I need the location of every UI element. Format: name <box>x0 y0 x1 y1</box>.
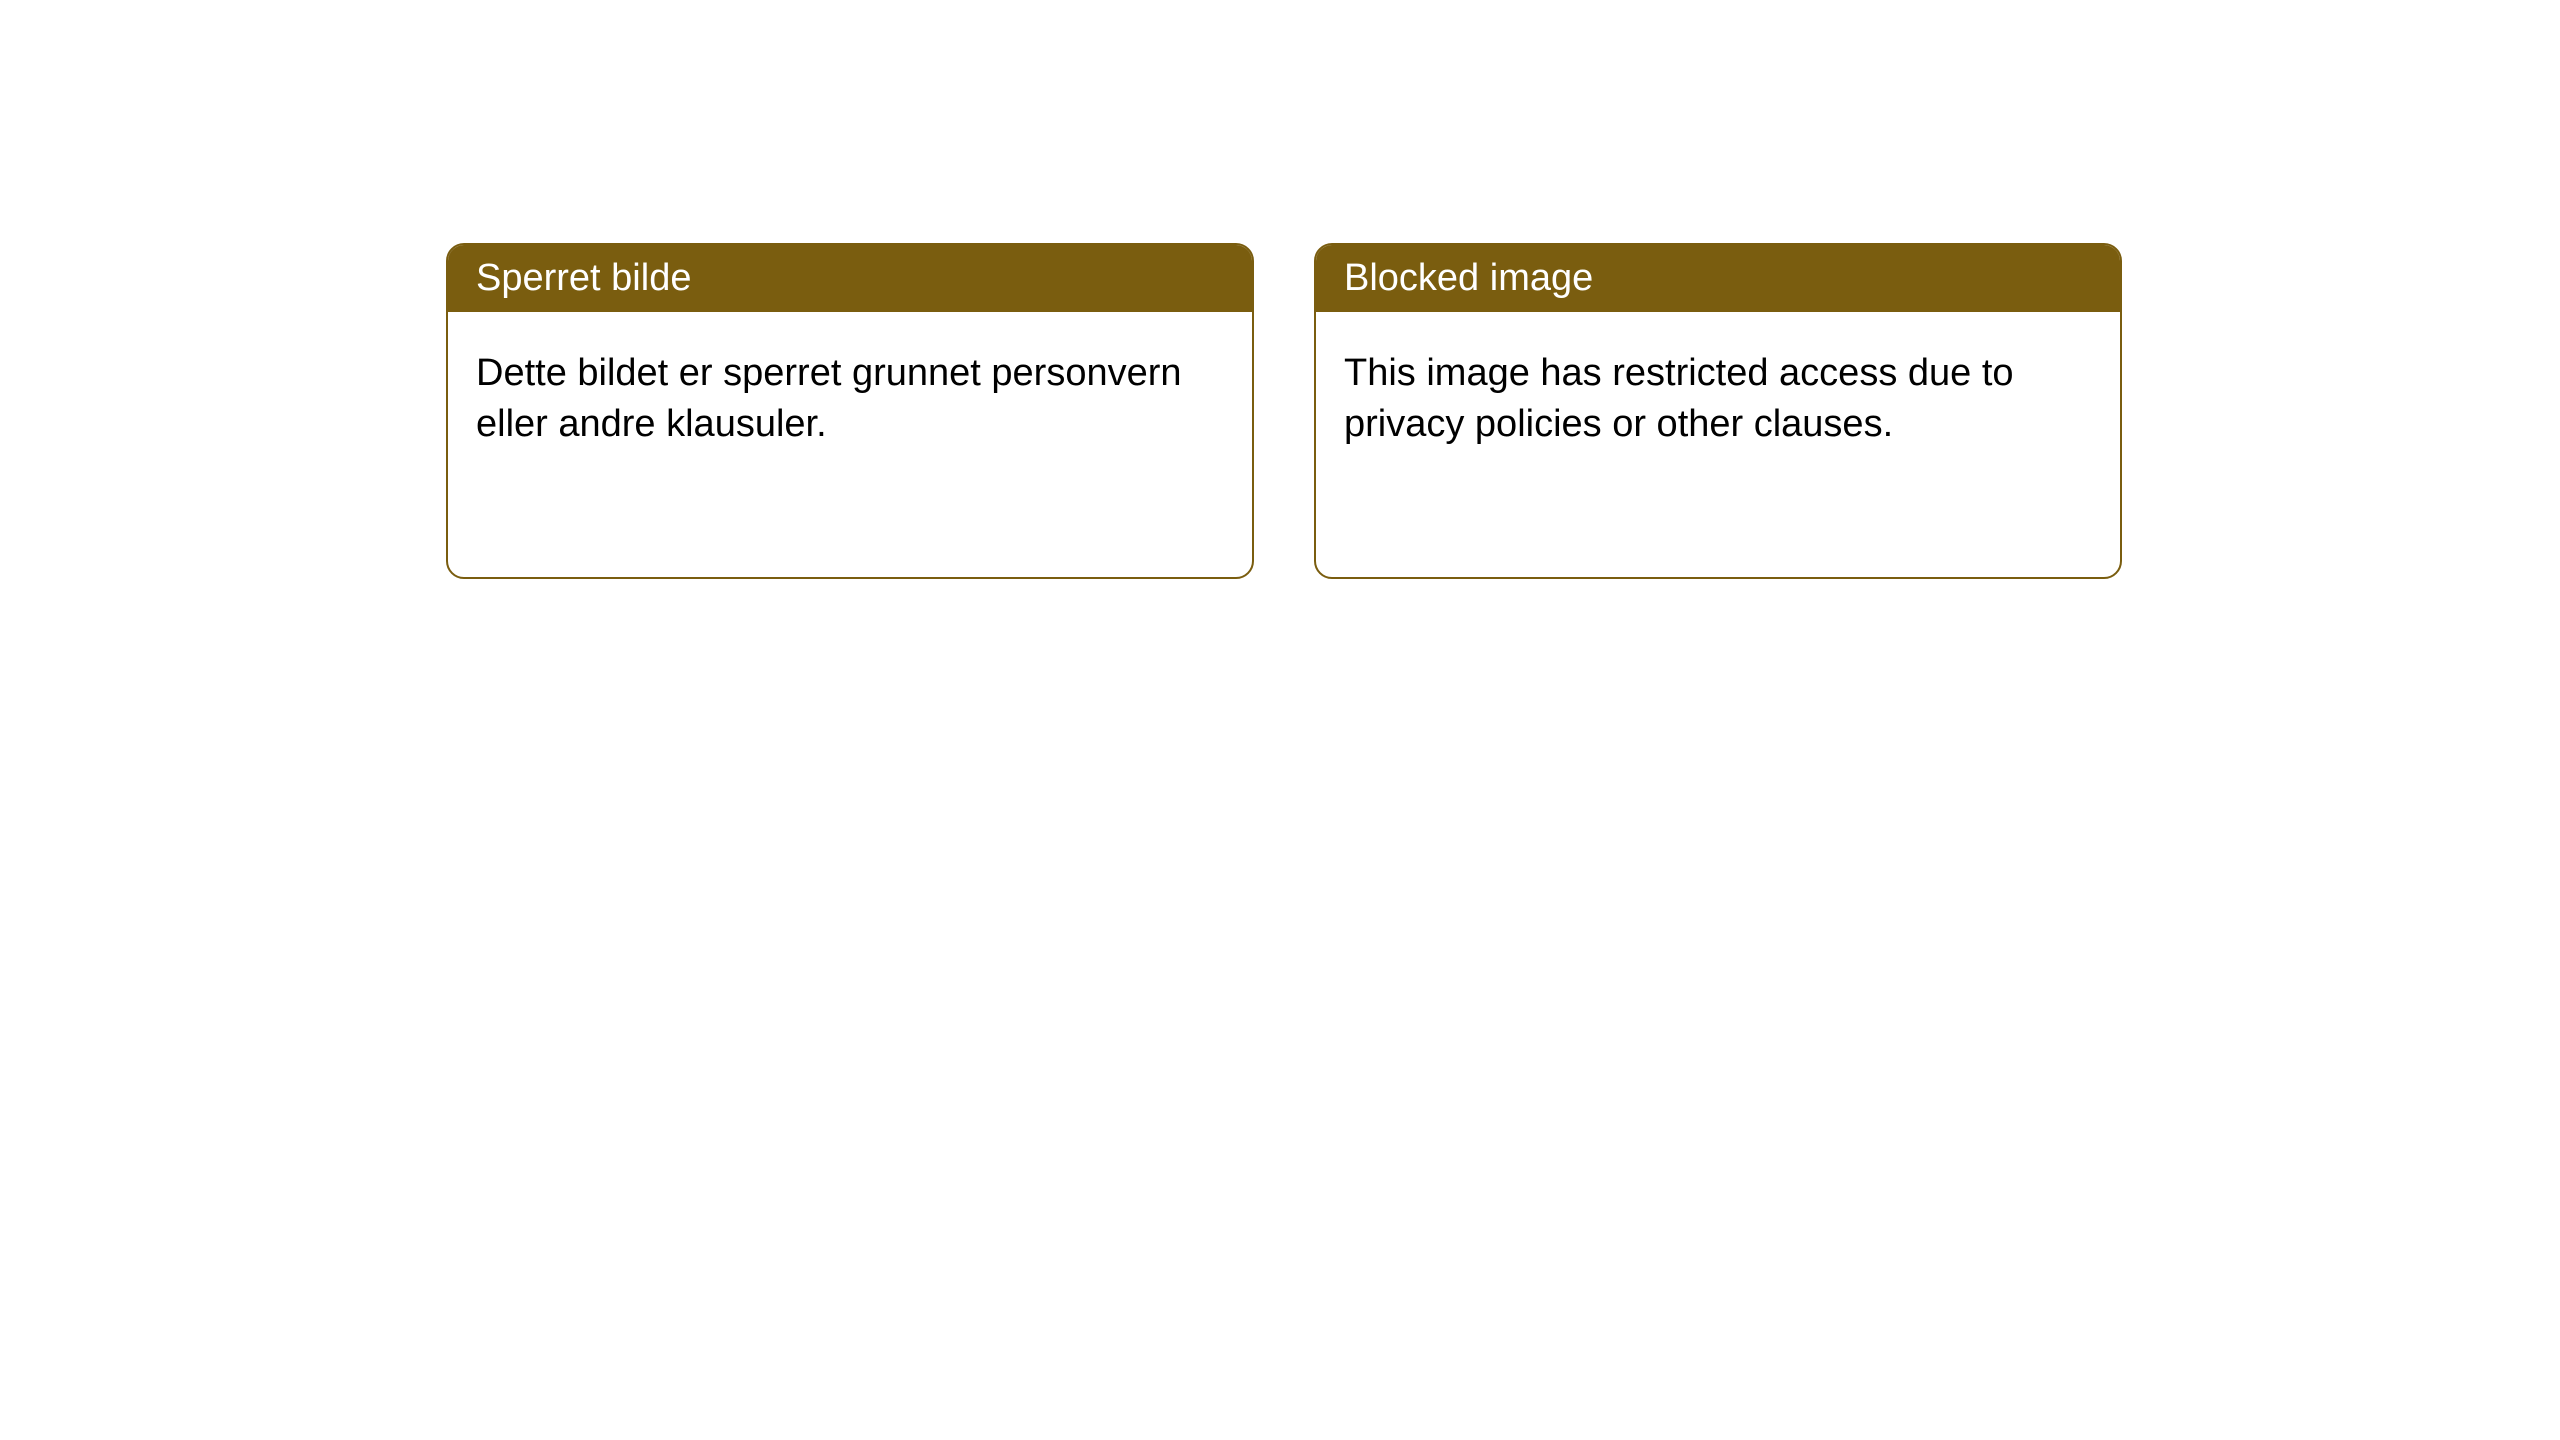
notice-card-english: Blocked image This image has restricted … <box>1314 243 2122 579</box>
notice-body-english: This image has restricted access due to … <box>1316 312 2120 487</box>
notice-card-norwegian: Sperret bilde Dette bildet er sperret gr… <box>446 243 1254 579</box>
notice-body-norwegian: Dette bildet er sperret grunnet personve… <box>448 312 1252 487</box>
notice-title: Blocked image <box>1344 257 1593 299</box>
notice-title: Sperret bilde <box>476 257 691 299</box>
notice-text: Dette bildet er sperret grunnet personve… <box>476 352 1182 445</box>
notice-container: Sperret bilde Dette bildet er sperret gr… <box>0 0 2560 579</box>
notice-header-english: Blocked image <box>1316 245 2120 312</box>
notice-header-norwegian: Sperret bilde <box>448 245 1252 312</box>
notice-text: This image has restricted access due to … <box>1344 352 2014 445</box>
